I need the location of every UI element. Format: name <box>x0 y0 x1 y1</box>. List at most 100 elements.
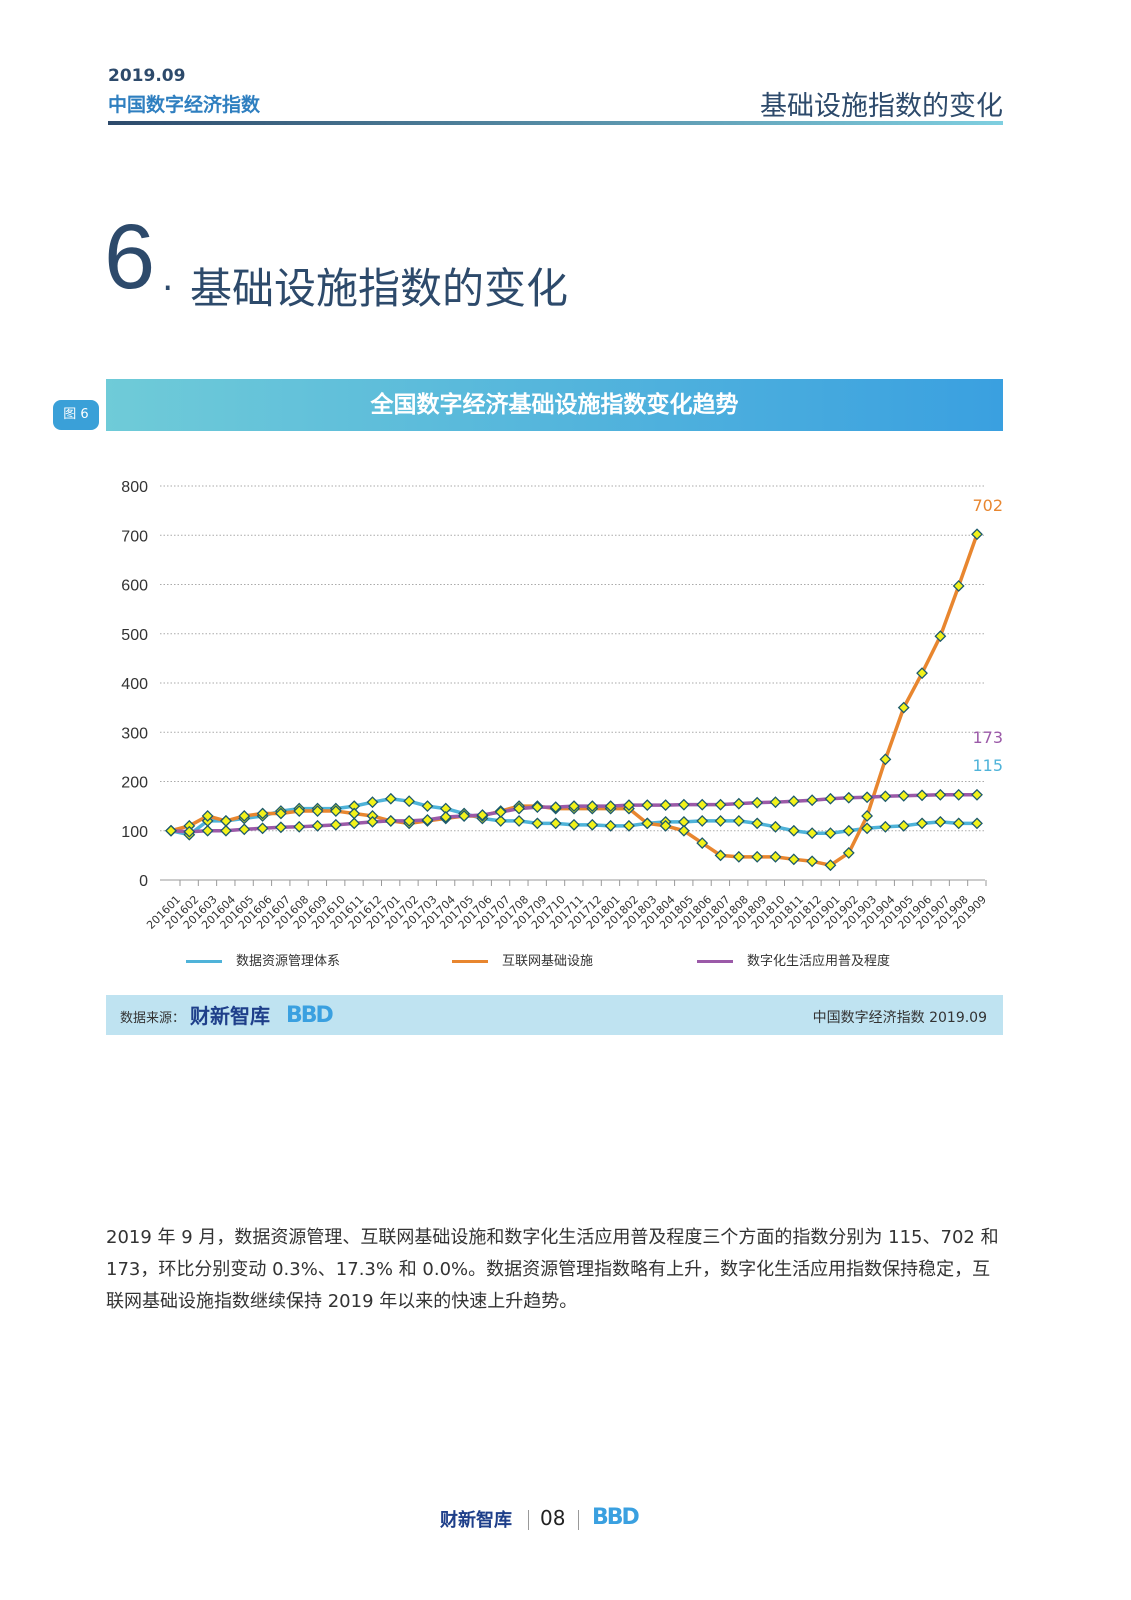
data-point <box>769 796 782 809</box>
data-point <box>677 798 690 811</box>
data-point <box>513 814 525 827</box>
data-point <box>787 795 800 808</box>
data-point <box>641 817 654 830</box>
data-point <box>751 796 764 809</box>
end-value-label: 173 <box>972 728 1003 747</box>
section-title: 基础设施指数的变化 <box>190 264 569 313</box>
y-tick-label: 600 <box>121 578 148 595</box>
data-point <box>787 853 800 866</box>
data-point <box>842 824 855 837</box>
data-point <box>714 814 727 827</box>
data-point <box>659 819 672 832</box>
data-point <box>513 802 525 815</box>
end-value-label: 115 <box>972 756 1003 775</box>
footer-caixin-logo: 财新智库 <box>440 1510 512 1531</box>
data-point <box>183 825 196 838</box>
body-paragraph: 2019 年 9 月，数据资源管理、互联网基础设施和数字化生活应用普及程度三个方… <box>106 1227 999 1312</box>
data-point <box>384 792 397 805</box>
header-date: 2019.09 <box>108 66 186 86</box>
data-point <box>842 791 855 804</box>
data-point <box>421 800 434 813</box>
data-point <box>568 800 580 813</box>
data-point <box>293 805 306 817</box>
data-point <box>696 798 709 811</box>
header-divider <box>108 121 1003 125</box>
legend-swatch <box>697 960 733 963</box>
figure-tag: 图 6 <box>53 400 99 430</box>
legend-item: 数字化生活应用普及程度 <box>697 950 890 969</box>
y-tick-label: 0 <box>139 873 148 890</box>
data-point <box>256 822 269 835</box>
data-point <box>586 818 599 831</box>
data-point <box>623 819 635 832</box>
bbd-logo: BBD <box>286 1003 334 1028</box>
data-point <box>531 801 544 814</box>
data-point <box>311 819 324 832</box>
data-point <box>934 815 947 828</box>
data-point <box>494 814 507 827</box>
data-point <box>403 814 416 827</box>
data-point <box>916 817 928 830</box>
data-point <box>806 794 819 807</box>
data-point <box>641 799 654 812</box>
caixin-logo: 财新智库 <box>190 1004 270 1028</box>
data-point <box>256 807 269 820</box>
data-point <box>604 819 617 832</box>
data-point <box>494 806 507 818</box>
data-point <box>769 820 782 833</box>
data-point <box>586 800 599 813</box>
data-point <box>238 810 251 822</box>
data-point <box>311 805 324 817</box>
data-point <box>549 817 562 830</box>
source-right-text: 中国数字经济指数 2019.09 <box>812 1010 987 1026</box>
data-point <box>366 815 379 828</box>
data-point <box>165 824 177 837</box>
data-point <box>604 800 617 813</box>
data-point <box>696 814 709 827</box>
line-chart: 0100200300400500600700800201601201602201… <box>121 479 1003 932</box>
section-dot: . <box>162 258 174 299</box>
data-point <box>806 855 819 868</box>
data-point <box>952 788 965 801</box>
footer-divider <box>578 1510 579 1530</box>
data-point <box>769 850 782 863</box>
data-point <box>220 814 232 827</box>
footer-divider <box>528 1510 529 1530</box>
data-point <box>714 849 727 862</box>
legend-swatch <box>186 960 222 963</box>
legend-label: 数据资源管理体系 <box>236 954 341 969</box>
data-point <box>897 789 910 802</box>
footer-bbd-logo: BBD <box>592 1505 640 1530</box>
data-point <box>476 809 489 821</box>
data-point <box>677 824 690 837</box>
data-point <box>458 810 471 822</box>
data-point <box>971 788 983 801</box>
data-point <box>329 805 342 817</box>
source-bar: 数据来源： 财新智库 BBD 中国数字经济指数 2019.09 <box>106 995 1003 1035</box>
page-number: 08 <box>540 1506 566 1530</box>
end-value-label: 702 <box>972 496 1003 515</box>
data-point <box>971 817 983 830</box>
header-report-title: 中国数字经济指数 <box>108 94 261 116</box>
legend-label: 互联网基础设施 <box>502 954 594 969</box>
data-point <box>659 799 672 812</box>
data-point <box>971 528 983 541</box>
series-line <box>170 533 979 867</box>
data-point <box>403 795 416 808</box>
data-point <box>842 846 855 859</box>
data-point <box>751 850 764 863</box>
data-point <box>897 701 910 714</box>
data-point <box>384 814 397 827</box>
data-point <box>916 789 928 802</box>
data-point <box>934 630 947 643</box>
y-tick-label: 500 <box>121 627 148 644</box>
data-point <box>421 813 434 826</box>
data-point <box>732 850 745 863</box>
data-point <box>879 790 892 803</box>
data-point <box>934 788 947 801</box>
source-label: 数据来源： <box>120 1011 186 1026</box>
data-point <box>201 824 214 837</box>
section-number: 6 <box>104 206 156 308</box>
data-point <box>861 810 874 822</box>
y-tick-label: 100 <box>121 824 148 841</box>
